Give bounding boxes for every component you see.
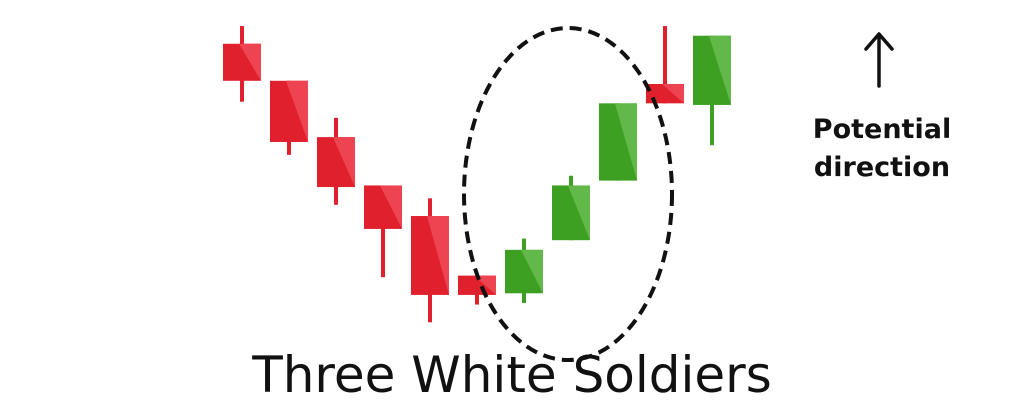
highlight-ellipse	[462, 26, 674, 362]
candle-9-shade	[614, 103, 637, 181]
annotation-line-1: Potential	[813, 114, 951, 145]
candle-6	[458, 275, 496, 305]
candle-8-shade	[567, 185, 590, 241]
candle-4-wick	[381, 185, 385, 278]
up-arrow-icon	[864, 32, 894, 88]
annotation-line-2: direction	[814, 152, 950, 183]
candles-layer	[223, 26, 731, 323]
candle-5-shade	[426, 216, 449, 295]
candle-9	[599, 103, 637, 181]
candle-6-shade	[473, 275, 496, 295]
candle-7	[505, 238, 543, 303]
candle-11-shade	[708, 35, 731, 105]
candle-4	[364, 185, 402, 278]
candle-1	[223, 26, 261, 102]
candle-1-shade	[238, 43, 261, 81]
candle-2	[270, 80, 308, 155]
candle-10-shade	[661, 84, 684, 104]
candle-5	[411, 198, 449, 323]
chart-title: Three White Soldiers	[251, 346, 772, 401]
candle-3	[317, 117, 355, 205]
candle-8	[552, 175, 590, 241]
candle-4-shade	[379, 185, 402, 229]
candle-11	[693, 35, 731, 146]
candle-2-shade	[285, 80, 308, 142]
candle-10	[646, 26, 684, 104]
candle-10-wick	[663, 26, 667, 104]
candle-3-shade	[332, 137, 355, 188]
candle-7-shade	[520, 249, 543, 294]
